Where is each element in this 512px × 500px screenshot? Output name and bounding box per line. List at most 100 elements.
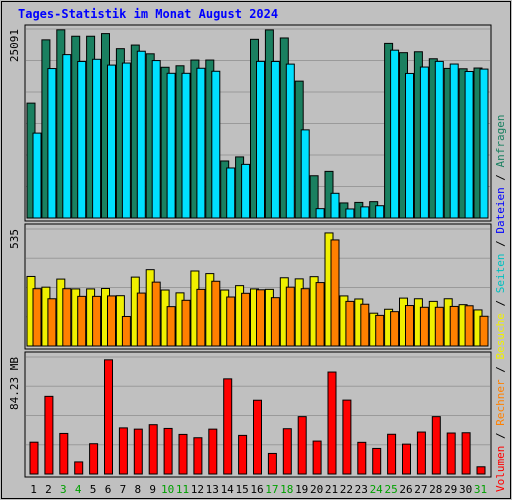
x-tick-label-day-20: 20	[310, 483, 323, 496]
legend-separator: /	[494, 426, 507, 446]
legend-entry-anfragen: Anfragen	[494, 114, 507, 167]
bar-besuche-day-7	[121, 315, 131, 347]
bar-besuche-day-5	[92, 295, 102, 347]
bar-volumen-day-17	[267, 452, 277, 475]
x-tick-label-day-11: 11	[176, 483, 189, 496]
x-tick-label-day-14: 14	[221, 483, 235, 496]
bar-besuche-day-21	[330, 239, 340, 347]
x-tick-label-day-30: 30	[459, 483, 472, 496]
bar-besuche-day-24	[375, 314, 385, 347]
bar-dateien-day-19	[300, 129, 310, 219]
bar-dateien-day-12	[196, 67, 206, 219]
bar-volumen-day-27	[416, 431, 426, 475]
bar-dateien-day-9	[151, 60, 161, 219]
bar-volumen-day-23	[357, 441, 367, 475]
bar-besuche-day-22	[345, 300, 355, 347]
bar-besuche-day-16	[256, 289, 265, 347]
y-max-label-bottom: 84.23 MB	[8, 357, 21, 410]
x-tick-label-day-12: 12	[191, 483, 204, 496]
bar-anfragen-day-20	[309, 175, 319, 219]
bar-volumen-day-2	[44, 395, 54, 475]
bar-dateien-day-13	[211, 70, 221, 219]
x-tick-label-day-22: 22	[340, 483, 353, 496]
x-tick-label-day-7: 7	[120, 483, 127, 496]
y-max-label-top: 25091	[8, 29, 21, 62]
bar-dateien-day-31	[479, 68, 489, 219]
x-tick-label-day-21: 21	[325, 483, 338, 496]
x-tick-label-day-25: 25	[384, 483, 397, 496]
bar-besuche-day-19	[300, 288, 310, 347]
bar-volumen-day-26	[402, 443, 411, 475]
x-tick-label-day-10: 10	[161, 483, 174, 496]
bar-besuche-day-23	[360, 303, 370, 347]
x-tick-label-day-17: 17	[265, 483, 278, 496]
x-tick-label-day-31: 31	[474, 483, 487, 496]
bar-besuche-day-26	[405, 305, 414, 347]
bar-besuche-day-9	[151, 281, 161, 347]
bar-volumen-day-20	[312, 440, 322, 475]
bar-dateien-day-30	[464, 70, 474, 219]
bar-volumen-day-1	[29, 441, 39, 475]
bar-volumen-day-18	[282, 428, 292, 475]
bar-besuche-day-30	[464, 305, 474, 347]
bar-besuche-day-28	[434, 306, 444, 347]
bar-dateien-day-29	[449, 63, 459, 219]
x-tick-label-day-8: 8	[134, 483, 141, 496]
x-tick-label-day-9: 9	[149, 483, 156, 496]
bar-volumen-day-29	[446, 432, 456, 475]
bar-dateien-day-28	[434, 60, 444, 219]
legend-entry-rechner: Rechner	[494, 379, 507, 426]
x-tick-label-day-23: 23	[355, 483, 368, 496]
legend-entry-volumen: Volumen	[494, 446, 507, 492]
bar-volumen-day-3	[59, 432, 69, 475]
bar-dateien-day-26	[405, 72, 414, 219]
x-tick-label-day-2: 2	[45, 483, 52, 496]
bar-volumen-day-30	[461, 432, 471, 475]
bar-besuche-day-10	[166, 306, 176, 347]
bar-dateien-day-14	[226, 167, 236, 219]
bar-volumen-day-11	[178, 433, 188, 475]
x-tick-label-day-16: 16	[250, 483, 263, 496]
chart-title: Tages-Statistik im Monat August 2024	[18, 7, 279, 21]
bar-volumen-day-24	[372, 447, 382, 475]
bar-volumen-day-16	[253, 399, 262, 475]
bar-volumen-day-21	[327, 371, 337, 475]
x-tick-label-day-5: 5	[90, 483, 97, 496]
bar-besuche-day-17	[270, 297, 280, 347]
x-tick-label-day-29: 29	[444, 483, 457, 496]
bar-dateien-day-8	[136, 50, 146, 219]
bar-volumen-day-6	[104, 359, 113, 475]
bar-volumen-day-4	[74, 461, 84, 475]
x-tick-label-day-28: 28	[429, 483, 442, 496]
legend-separator: /	[494, 293, 507, 313]
bar-besuche-day-13	[211, 280, 221, 347]
bar-volumen-day-5	[89, 443, 99, 475]
bar-dateien-day-7	[121, 62, 131, 219]
bar-besuche-day-4	[77, 295, 87, 347]
bar-dateien-day-25	[390, 49, 400, 219]
bar-besuche-day-3	[62, 288, 72, 347]
bar-besuche-day-2	[47, 298, 57, 347]
legend-separator: /	[494, 234, 507, 254]
bar-dateien-day-23	[360, 206, 370, 219]
bar-volumen-day-7	[118, 427, 128, 475]
bar-besuche-day-29	[449, 305, 459, 347]
bar-dateien-day-5	[92, 58, 102, 219]
bar-dateien-day-4	[77, 60, 87, 219]
x-tick-label-day-26: 26	[399, 483, 412, 496]
x-tick-label-day-18: 18	[280, 483, 293, 496]
bar-volumen-day-9	[148, 424, 158, 475]
x-tick-label-day-24: 24	[370, 483, 384, 496]
bar-besuche-day-6	[107, 295, 116, 347]
bar-besuche-day-11	[181, 299, 191, 347]
bar-dateien-day-15	[241, 163, 251, 219]
bar-volumen-day-12	[193, 437, 203, 475]
legend: Volumen / Rechner / Besuche / Seiten / D…	[494, 114, 507, 492]
bar-volumen-day-10	[163, 427, 173, 475]
bar-besuche-day-20	[315, 282, 325, 347]
legend-separator: /	[494, 360, 507, 380]
bar-dateien-day-27	[419, 66, 429, 219]
y-max-label-middle: 535	[8, 229, 21, 249]
bar-dateien-day-24	[375, 205, 385, 219]
bar-besuche-day-12	[196, 288, 206, 347]
